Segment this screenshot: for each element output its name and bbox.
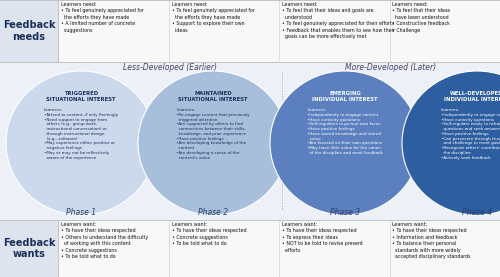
Text: MAINTAINED
SITUATIONAL INTEREST: MAINTAINED SITUATIONAL INTEREST (178, 91, 248, 102)
Text: Phase 4: Phase 4 (462, 208, 492, 217)
Ellipse shape (6, 71, 156, 215)
Text: Phase 2: Phase 2 (198, 208, 228, 217)
Text: TRIGGERED
SITUATIONAL INTEREST: TRIGGERED SITUATIONAL INTEREST (46, 91, 116, 102)
Ellipse shape (138, 71, 288, 215)
Ellipse shape (270, 71, 420, 215)
Bar (0, 0, 58, 62)
Text: WELL-DEVELOPED
INDIVIDUAL INTEREST: WELL-DEVELOPED INDIVIDUAL INTEREST (444, 91, 500, 102)
Text: Learners need:
• To feel genuinely appreciated for
  the efforts they have made
: Learners need: • To feel genuinely appre… (172, 2, 254, 33)
Text: Feedback
needs: Feedback needs (3, 20, 55, 42)
Text: Feedback
wants: Feedback wants (3, 238, 55, 259)
Ellipse shape (402, 71, 500, 215)
Text: Phase 1: Phase 1 (66, 208, 96, 217)
Text: Learners want:
• To have their ideas respected
• Others to understand the diffic: Learners want: • To have their ideas res… (61, 222, 148, 259)
Text: Learners need:
• To feel that their ideas and goals are
  understood
• To feel g: Learners need: • To feel that their idea… (282, 2, 395, 39)
Text: EMERGING
INDIVIDUAL INTEREST: EMERGING INDIVIDUAL INTEREST (312, 91, 378, 102)
Text: Learners:
•Independently re-engage content
•Have curiosity questions
•Self-regul: Learners: •Independently re-engage conte… (307, 108, 383, 155)
Bar (0, 62, 500, 220)
Text: Learners want:
• To have their ideas respected
• Concrete suggestions
• To be to: Learners want: • To have their ideas res… (172, 222, 246, 246)
Text: Learners need:
• To feel that their ideas
  have been understood
• Constructive : Learners need: • To feel that their idea… (392, 2, 450, 33)
Bar (0, 220, 500, 277)
Text: Learners want:
• To have their ideas respected
• To express their ideas
• NOT to: Learners want: • To have their ideas res… (282, 222, 363, 253)
Text: Learners want:
• To have their ideas respected
• Information and feedback
• To b: Learners want: • To have their ideas res… (392, 222, 471, 259)
Text: Learners:
•Attend to content, if only fleetingly
•Need support to engage from
  : Learners: •Attend to content, if only fl… (44, 108, 118, 160)
Text: Phase 3: Phase 3 (330, 208, 360, 217)
Text: Learners need:
• To feel genuinely appreciated for
  the efforts they have made
: Learners need: • To feel genuinely appre… (61, 2, 144, 33)
Bar (0, 220, 58, 277)
Text: Learners:
•Re-engage content that previously
  triggered attention
•Are supporte: Learners: •Re-engage content that previo… (176, 108, 250, 160)
Text: Less-Developed (Earlier): Less-Developed (Earlier) (123, 63, 217, 72)
Text: More-Developed (Later): More-Developed (Later) (346, 63, 436, 72)
Bar (0, 0, 500, 62)
Text: Learners:
•Independently re-engage content
•Have curiosity questions
•Self-regul: Learners: •Independently re-engage conte… (440, 108, 500, 160)
